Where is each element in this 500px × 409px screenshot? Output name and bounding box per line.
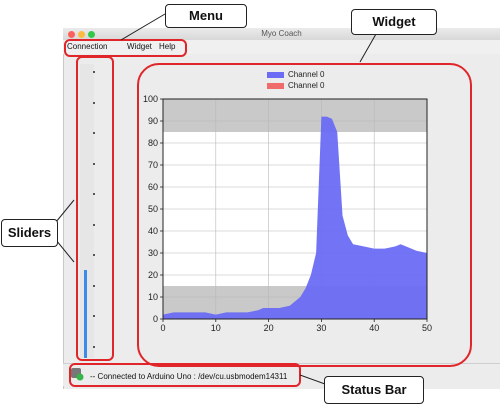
x-tick-label: 10 [211,323,221,333]
slider-tick-dot [93,162,95,165]
slider-tick-dot [93,284,95,287]
callout-sliders: Sliders [1,219,58,247]
close-window-button[interactable] [68,31,75,38]
slider-tick-dot [93,254,95,256]
legend-label-2: Channel 0 [288,81,325,90]
x-tick-label: 30 [316,323,326,333]
slider-tick-dot [93,345,95,348]
menu-connection[interactable]: Connection [67,42,108,51]
y-tick-label: 10 [148,292,158,302]
slider-tick-dot [93,71,95,73]
callout-widget: Widget [351,9,437,35]
menu-widget[interactable]: Widget [127,42,152,51]
x-tick-label: 40 [369,323,379,333]
legend-label-1: Channel 0 [288,70,325,79]
y-tick-label: 0 [153,314,158,324]
y-tick-label: 50 [148,204,158,214]
slider-level-fill[interactable] [84,269,87,358]
callout-menu: Menu [165,4,247,28]
y-tick-label: 70 [148,160,158,170]
x-tick-label: 20 [264,323,274,333]
y-tick-label: 90 [148,116,158,126]
threshold-band [163,99,427,132]
slider-track[interactable] [80,64,94,358]
window-title: Myo Coach [261,29,302,38]
menu-highlight [64,39,187,57]
slider-tick-dot [93,223,95,226]
slider-tick-dot [93,101,95,104]
slider-tick-dot [93,132,95,134]
y-tick-label: 60 [148,182,158,192]
x-tick-label: 50 [422,323,432,333]
slider-tick-dot [93,193,95,195]
y-tick-label: 80 [148,138,158,148]
slider-tick-dot [93,315,95,317]
callout-status-bar: Status Bar [324,376,424,404]
x-tick-label: 0 [160,323,165,333]
y-tick-label: 20 [148,270,158,280]
menu-bar: Connection Widget Help [63,40,500,54]
y-tick-label: 100 [143,94,158,104]
widget-highlight [137,63,472,367]
sliders-highlight [76,56,114,361]
legend-swatch-2 [267,83,284,89]
series-area-channel-0 [163,116,427,319]
zoom-window-button[interactable] [88,31,95,38]
legend-swatch-1 [267,72,284,78]
y-tick-label: 40 [148,226,158,236]
y-tick-label: 30 [148,248,158,258]
status-text: -- Connected to Arduino Uno : /dev/cu.us… [90,372,288,381]
menu-help[interactable]: Help [159,42,176,51]
minimize-window-button[interactable] [78,31,85,38]
device-icon [70,367,84,381]
